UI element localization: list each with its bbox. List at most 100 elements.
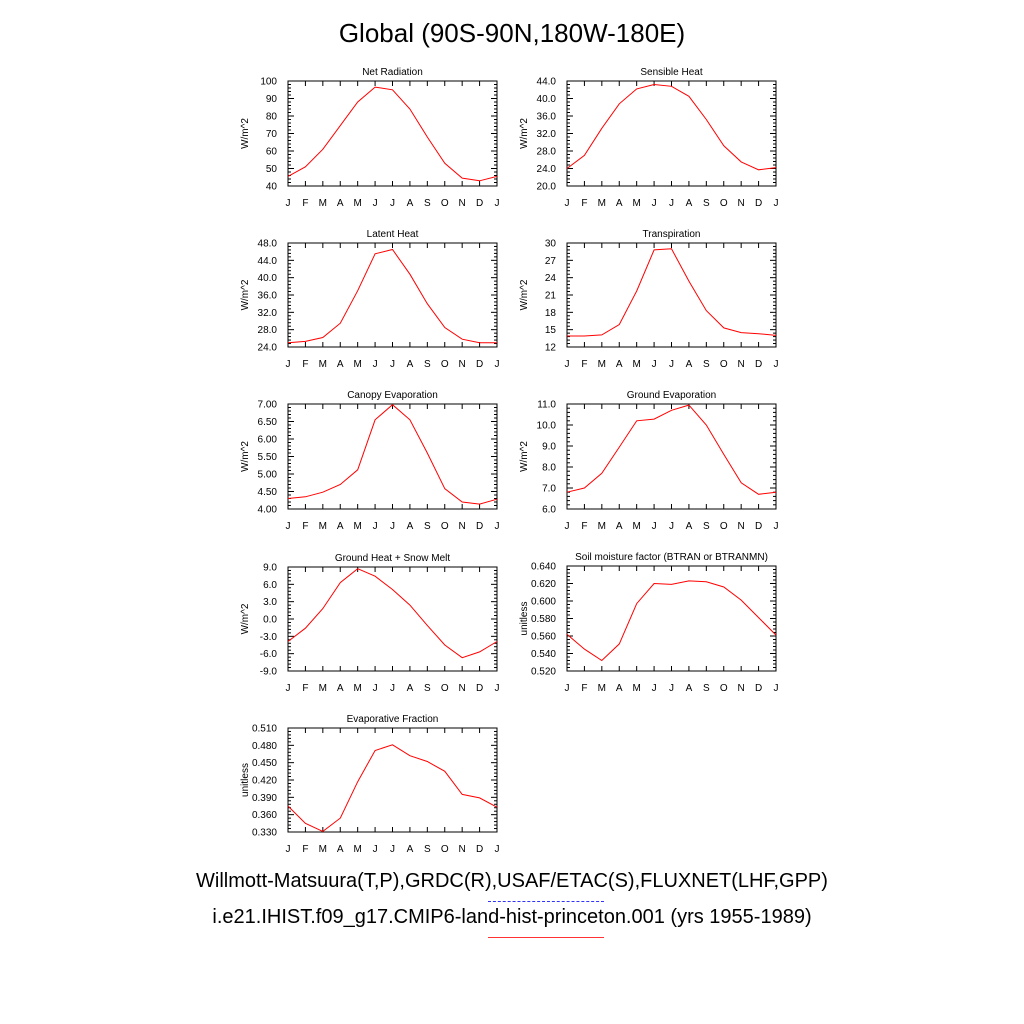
y-tick-label: 11.0 bbox=[537, 400, 556, 411]
x-tick-label: A bbox=[407, 359, 414, 370]
x-tick-label: D bbox=[476, 683, 483, 694]
x-tick-label: S bbox=[424, 683, 431, 694]
x-tick-label: F bbox=[581, 198, 587, 209]
plot-frame bbox=[566, 242, 777, 348]
panel-title: Evaporative Fraction bbox=[347, 714, 439, 725]
obs-legend-line bbox=[488, 901, 604, 902]
x-tick-label: M bbox=[353, 359, 361, 370]
y-tick-label: 0.580 bbox=[531, 614, 556, 625]
x-tick-label: N bbox=[459, 844, 466, 855]
x-tick-label: J bbox=[390, 683, 395, 694]
x-tick-label: J bbox=[373, 844, 378, 855]
y-tick-label: 0.420 bbox=[252, 776, 277, 787]
y-tick-label: 5.50 bbox=[258, 452, 278, 463]
x-tick-label: A bbox=[616, 521, 623, 532]
y-tick-label: 0.640 bbox=[531, 562, 556, 573]
y-tick-label: 0.520 bbox=[531, 667, 556, 678]
x-tick-label: F bbox=[302, 359, 308, 370]
x-tick-label: F bbox=[581, 359, 587, 370]
x-tick-label: A bbox=[407, 844, 414, 855]
x-tick-label: J bbox=[373, 198, 378, 209]
y-tick-label: 0.510 bbox=[252, 724, 277, 735]
x-tick-label: N bbox=[459, 521, 466, 532]
x-tick-label: F bbox=[302, 683, 308, 694]
y-tick-label: 0.620 bbox=[531, 579, 556, 590]
y-tick-label: 21 bbox=[545, 291, 557, 302]
y-tick-label: 10.0 bbox=[537, 421, 557, 432]
x-tick-label: A bbox=[616, 198, 623, 209]
x-tick-label: O bbox=[441, 683, 449, 694]
model-series-line bbox=[567, 248, 777, 337]
y-tick-label: 27 bbox=[545, 256, 557, 267]
y-tick-label: 30 bbox=[545, 239, 557, 250]
x-tick-label: J bbox=[373, 683, 378, 694]
x-tick-label: J bbox=[774, 359, 779, 370]
x-tick-label: N bbox=[459, 198, 466, 209]
y-tick-label: 12 bbox=[545, 343, 557, 354]
x-tick-label: J bbox=[286, 683, 291, 694]
x-tick-label: S bbox=[703, 198, 710, 209]
y-tick-label: -9.0 bbox=[260, 667, 278, 678]
x-tick-label: M bbox=[353, 844, 361, 855]
x-tick-label: O bbox=[720, 683, 728, 694]
y-tick-label: 0.330 bbox=[252, 828, 277, 839]
y-axis-label: W/m^2 bbox=[240, 603, 251, 634]
y-tick-label: 5.00 bbox=[258, 470, 278, 481]
y-tick-label: 4.00 bbox=[258, 505, 278, 516]
y-tick-label: 90 bbox=[266, 94, 278, 105]
x-tick-label: M bbox=[632, 198, 640, 209]
y-tick-label: 28.0 bbox=[258, 325, 278, 336]
y-tick-label: 36.0 bbox=[537, 112, 557, 123]
x-tick-label: O bbox=[441, 359, 449, 370]
x-tick-label: J bbox=[286, 844, 291, 855]
x-tick-label: O bbox=[441, 844, 449, 855]
x-tick-label: F bbox=[302, 844, 308, 855]
x-tick-label: S bbox=[703, 683, 710, 694]
y-tick-label: 32.0 bbox=[258, 308, 278, 319]
x-tick-label: J bbox=[652, 359, 657, 370]
x-tick-label: A bbox=[407, 198, 414, 209]
y-tick-label: 80 bbox=[266, 112, 278, 123]
y-axis-label: W/m^2 bbox=[240, 279, 251, 310]
x-tick-label: J bbox=[495, 521, 500, 532]
model-series-line bbox=[287, 744, 498, 832]
panel-title: Soil moisture factor (BTRAN or BTRANMN) bbox=[575, 552, 768, 563]
y-tick-label: 18 bbox=[545, 308, 557, 319]
x-tick-label: M bbox=[319, 683, 327, 694]
x-tick-label: J bbox=[495, 683, 500, 694]
panel-title: Latent Heat bbox=[367, 229, 419, 240]
x-tick-label: J bbox=[495, 844, 500, 855]
x-tick-label: S bbox=[703, 359, 710, 370]
model-series-line bbox=[287, 248, 497, 344]
y-axis-label: W/m^2 bbox=[519, 118, 530, 149]
x-tick-label: N bbox=[738, 521, 745, 532]
x-tick-label: A bbox=[686, 521, 693, 532]
x-tick-label: D bbox=[476, 521, 483, 532]
obs-sources-label: Willmott-Matsuura(T,P),GRDC(R),USAF/ETAC… bbox=[196, 870, 828, 892]
x-tick-label: J bbox=[774, 683, 779, 694]
panel-title: Transpiration bbox=[643, 229, 701, 240]
x-tick-label: D bbox=[755, 521, 762, 532]
panel-title: Ground Evaporation bbox=[627, 390, 717, 401]
y-tick-label: 6.50 bbox=[258, 417, 278, 428]
x-tick-label: D bbox=[476, 198, 483, 209]
x-tick-label: O bbox=[441, 198, 449, 209]
y-tick-label: 0.0 bbox=[263, 615, 277, 626]
x-tick-label: J bbox=[565, 683, 570, 694]
y-tick-label: 40 bbox=[266, 182, 278, 193]
x-tick-label: J bbox=[286, 521, 291, 532]
x-tick-label: F bbox=[581, 521, 587, 532]
y-tick-label: 50 bbox=[266, 164, 278, 175]
panel-title: Sensible Heat bbox=[640, 67, 702, 78]
y-tick-label: 24 bbox=[545, 273, 557, 284]
x-tick-label: M bbox=[632, 521, 640, 532]
y-tick-label: 0.560 bbox=[531, 632, 556, 643]
x-tick-label: S bbox=[424, 198, 431, 209]
x-tick-label: J bbox=[373, 359, 378, 370]
x-tick-label: D bbox=[755, 683, 762, 694]
